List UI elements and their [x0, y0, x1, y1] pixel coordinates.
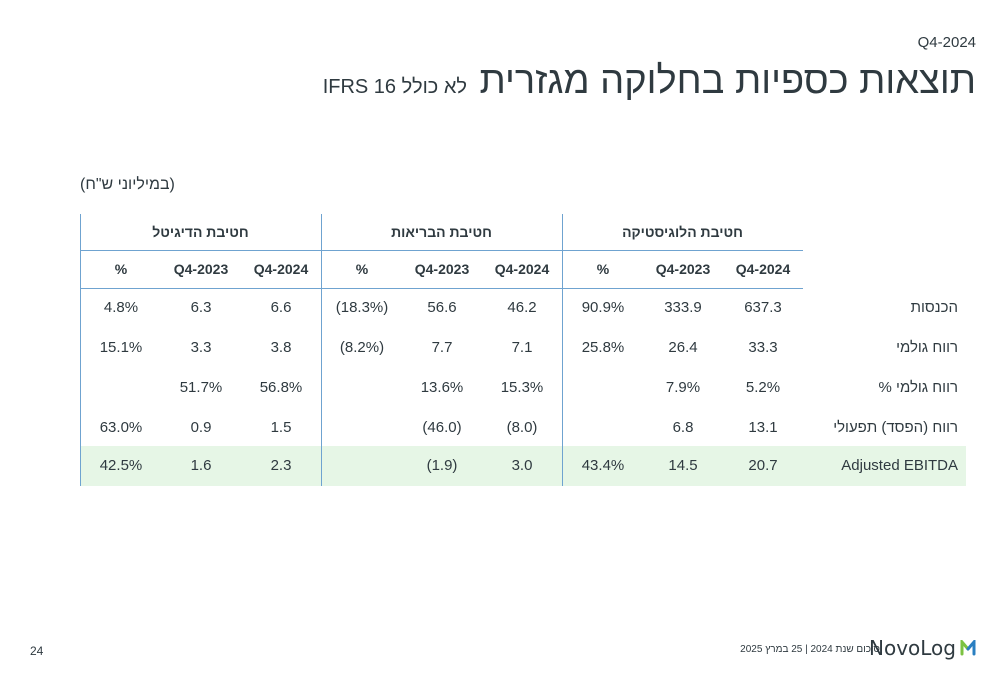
- segment-divider: [321, 214, 322, 486]
- segment-divider: [80, 214, 81, 486]
- column-header: Q4-2024: [494, 261, 550, 277]
- table-cell: 5.2%: [745, 379, 781, 396]
- novolog-logo: NovoLog: [869, 636, 976, 660]
- column-header: %: [596, 261, 610, 277]
- row-label: רווח גולמי %: [878, 379, 958, 396]
- table-cell: 33.3: [748, 339, 778, 356]
- table-cell: 2.3: [270, 457, 292, 474]
- table-cell: 13.6%: [420, 379, 464, 396]
- table-cell: [563, 408, 643, 448]
- table-cell: 0.9: [190, 419, 212, 436]
- column-header: %: [114, 261, 128, 277]
- table-cell: 25.8%: [581, 339, 625, 356]
- table-cell: 6.8: [672, 419, 694, 436]
- table-cell: 1.5: [270, 419, 292, 436]
- table-cell: 56.8%: [259, 379, 303, 396]
- units-note: (במיליוני ש"ח): [80, 176, 175, 193]
- table-cell: [563, 368, 643, 408]
- table-cell: 51.7%: [179, 379, 223, 396]
- table-cell: 56.6: [427, 299, 457, 316]
- row-label: רווח (הפסד) תפעולי: [833, 419, 958, 436]
- page-number: 24: [30, 644, 44, 658]
- table-cell: (1.9): [426, 457, 458, 474]
- novolog-logo-icon: [960, 640, 976, 656]
- table-cell: (8.0): [506, 419, 538, 436]
- table-cell: 26.4: [668, 339, 698, 356]
- table-cell: 90.9%: [581, 299, 625, 316]
- segment-header: חטיבת הבריאות: [391, 224, 492, 240]
- column-header: Q4-2023: [655, 261, 711, 277]
- table-cell: 6.3: [190, 299, 212, 316]
- table-cell: 13.1: [748, 419, 778, 436]
- column-header: Q4-2023: [173, 261, 229, 277]
- table-cell: 46.2: [507, 299, 537, 316]
- table-cell: (46.0): [422, 419, 462, 436]
- page-title: תוצאות כספיות בחלוקה מגזרית לא כולל IFRS…: [323, 60, 976, 103]
- ebitda-row-highlight: [80, 446, 966, 486]
- table-cell: 7.7: [431, 339, 453, 356]
- table-cell: [81, 368, 161, 408]
- table-cell: [322, 368, 402, 408]
- table-cell: 3.0: [511, 457, 533, 474]
- logo-wordmark: NovoLog: [869, 636, 956, 660]
- segment-divider: [562, 214, 563, 486]
- column-header: Q4-2023: [414, 261, 470, 277]
- footer-text: סיכום שנת 2024 | 25 במרץ 2025: [740, 644, 880, 655]
- table-cell: 7.9%: [665, 379, 701, 396]
- table-cell: 6.6: [270, 299, 292, 316]
- row-label: Adjusted EBITDA: [841, 457, 958, 474]
- table-cell: 3.8: [270, 339, 292, 356]
- row-label: רווח גולמי: [896, 339, 958, 356]
- table-cell: 333.9: [664, 299, 702, 316]
- segment-header: חטיבת הלוגיסטיקה: [622, 224, 743, 240]
- segment-header: חטיבת הדיגיטל: [152, 224, 249, 240]
- segment-header-divider: [80, 250, 803, 251]
- column-header: Q4-2024: [735, 261, 791, 277]
- table-cell: 43.4%: [581, 457, 625, 474]
- table-cell: 3.3: [190, 339, 212, 356]
- table-cell: 4.8%: [103, 299, 139, 316]
- table-cell: 42.5%: [99, 457, 143, 474]
- table-cell: (18.3%): [335, 299, 389, 316]
- table-cell: (8.2%): [339, 339, 385, 356]
- column-header: Q4-2024: [253, 261, 309, 277]
- table-cell: 63.0%: [99, 419, 143, 436]
- page-title-subtitle: לא כולל IFRS 16: [322, 76, 468, 98]
- table-cell: [322, 408, 402, 448]
- page-title-main: תוצאות כספיות בחלוקה מגזרית: [479, 60, 976, 102]
- table-cell: 20.7: [748, 457, 778, 474]
- column-header-divider: [80, 288, 803, 289]
- report-period: Q4-2024: [917, 34, 976, 51]
- table-cell: 15.1%: [99, 339, 143, 356]
- table-cell: 1.6: [190, 457, 212, 474]
- table-cell: 14.5: [668, 457, 698, 474]
- table-cell: 15.3%: [500, 379, 544, 396]
- column-header: %: [355, 261, 369, 277]
- segment-results-table: חטיבת הלוגיסטיקה Q4-2024 Q4-2023% חטיבת הבר…: [80, 214, 966, 486]
- table-cell: [322, 446, 402, 486]
- row-label: הכנסות: [910, 299, 958, 316]
- table-cell: 7.1: [511, 339, 533, 356]
- table-cell: 637.3: [744, 299, 782, 316]
